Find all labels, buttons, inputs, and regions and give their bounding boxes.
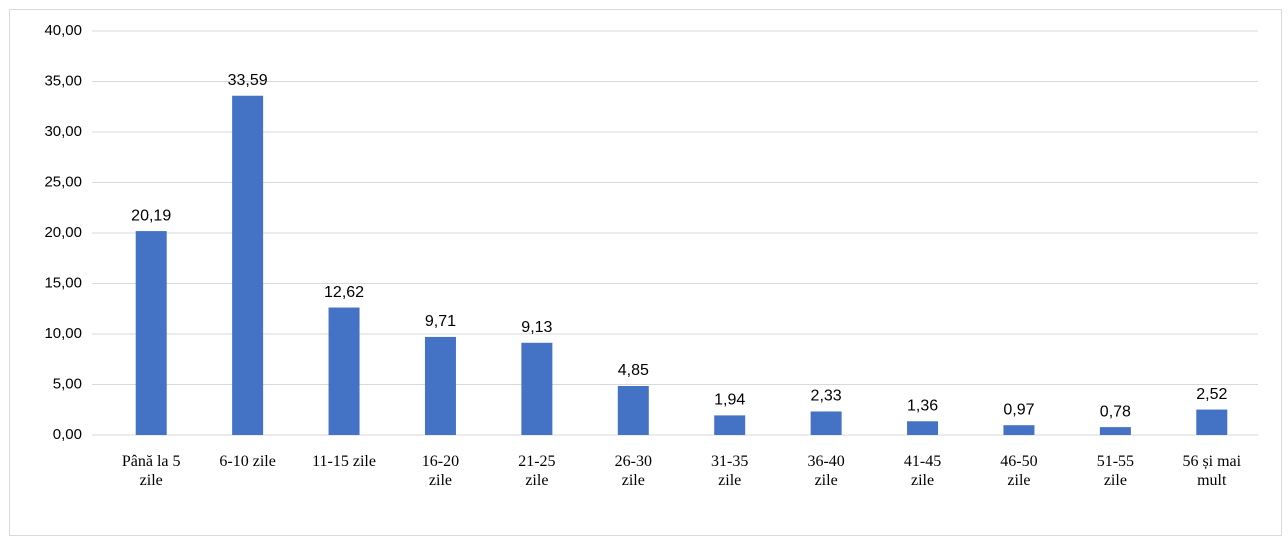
data-label: 1,94 xyxy=(714,392,745,409)
data-label: 9,13 xyxy=(521,319,552,336)
x-tick-label: 41-45 zile xyxy=(903,453,942,489)
x-tick-label: 51-55 zile xyxy=(1096,453,1135,489)
y-tick-label: 40,00 xyxy=(44,22,82,39)
x-tick-label: 21-25 zile xyxy=(518,453,556,489)
bar xyxy=(424,336,456,435)
y-tick-label: 30,00 xyxy=(44,123,82,140)
bar xyxy=(617,386,649,435)
bar xyxy=(714,415,746,435)
bar xyxy=(328,307,360,435)
y-tick-label: 35,00 xyxy=(44,72,82,89)
y-tick-label: 5,00 xyxy=(53,375,82,392)
x-tick-label: 36-40 zile xyxy=(807,453,845,489)
bar xyxy=(907,421,939,435)
bar xyxy=(810,411,842,435)
bar xyxy=(1196,409,1228,435)
x-tick-label: 6-10 zile xyxy=(219,453,276,470)
data-label: 2,52 xyxy=(1196,386,1227,403)
x-tick-label: 26-30 zile xyxy=(614,453,652,489)
bar xyxy=(232,95,264,435)
y-tick-label: 10,00 xyxy=(44,325,82,342)
data-label: 33,59 xyxy=(228,72,268,89)
data-label: 0,78 xyxy=(1100,403,1131,420)
data-label: 20,19 xyxy=(131,207,171,224)
data-label: 2,33 xyxy=(811,388,842,405)
y-tick-label: 20,00 xyxy=(44,224,82,241)
data-label: 9,71 xyxy=(425,313,456,330)
y-tick-label: 15,00 xyxy=(44,274,82,291)
x-tick-label: 11-15 zile xyxy=(312,453,376,470)
x-tick-label: 31-35 zile xyxy=(711,453,749,489)
data-label: 12,62 xyxy=(324,284,364,301)
data-label: 0,97 xyxy=(1003,401,1034,418)
bar xyxy=(135,231,167,435)
bar xyxy=(1003,425,1035,435)
x-tick-label: 16-20 zile xyxy=(421,453,460,489)
y-tick-label: 0,00 xyxy=(53,426,82,443)
data-label: 1,36 xyxy=(907,397,938,414)
x-tick-label: 56 și mai mult xyxy=(1182,453,1242,489)
bar xyxy=(521,342,553,435)
x-tick-label: 46-50 zile xyxy=(1000,453,1038,489)
data-label: 4,85 xyxy=(618,362,649,379)
chart-border xyxy=(9,9,1282,536)
x-tick-label: Până la 5 zile xyxy=(121,453,181,489)
y-tick-label: 25,00 xyxy=(44,173,82,190)
bar xyxy=(1099,427,1131,435)
